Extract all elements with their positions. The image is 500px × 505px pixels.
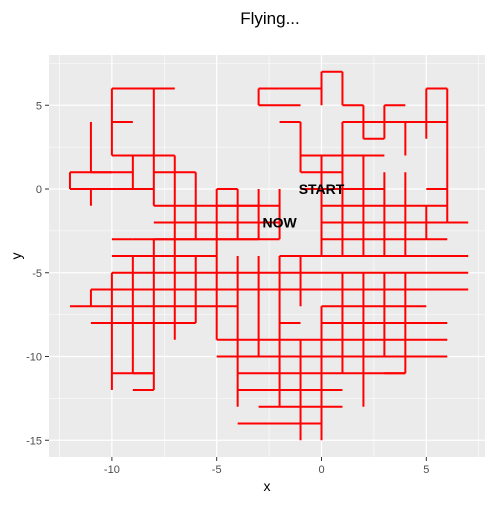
x-tick-label: 0	[318, 464, 324, 476]
annotation-label: START	[299, 181, 345, 197]
x-tick-label: -5	[212, 464, 222, 476]
x-tick-label: -10	[104, 464, 120, 476]
y-tick-label: 0	[36, 184, 42, 196]
chart-title: Flying...	[240, 9, 300, 28]
y-tick-label: -5	[32, 268, 42, 280]
y-axis-label: y	[8, 253, 24, 260]
annotations: START NOW	[262, 181, 344, 231]
y-axis: -15 -10 -5 0 5	[26, 100, 49, 447]
flight-path	[68, 70, 469, 441]
annotation-label: NOW	[262, 215, 297, 231]
x-tick-label: 5	[423, 464, 429, 476]
y-tick-label: 5	[36, 100, 42, 112]
y-tick-label: -10	[26, 352, 42, 364]
x-axis: -10 -5 0 5	[104, 457, 429, 476]
x-axis-label: x	[264, 478, 271, 494]
y-tick-label: -15	[26, 435, 42, 447]
